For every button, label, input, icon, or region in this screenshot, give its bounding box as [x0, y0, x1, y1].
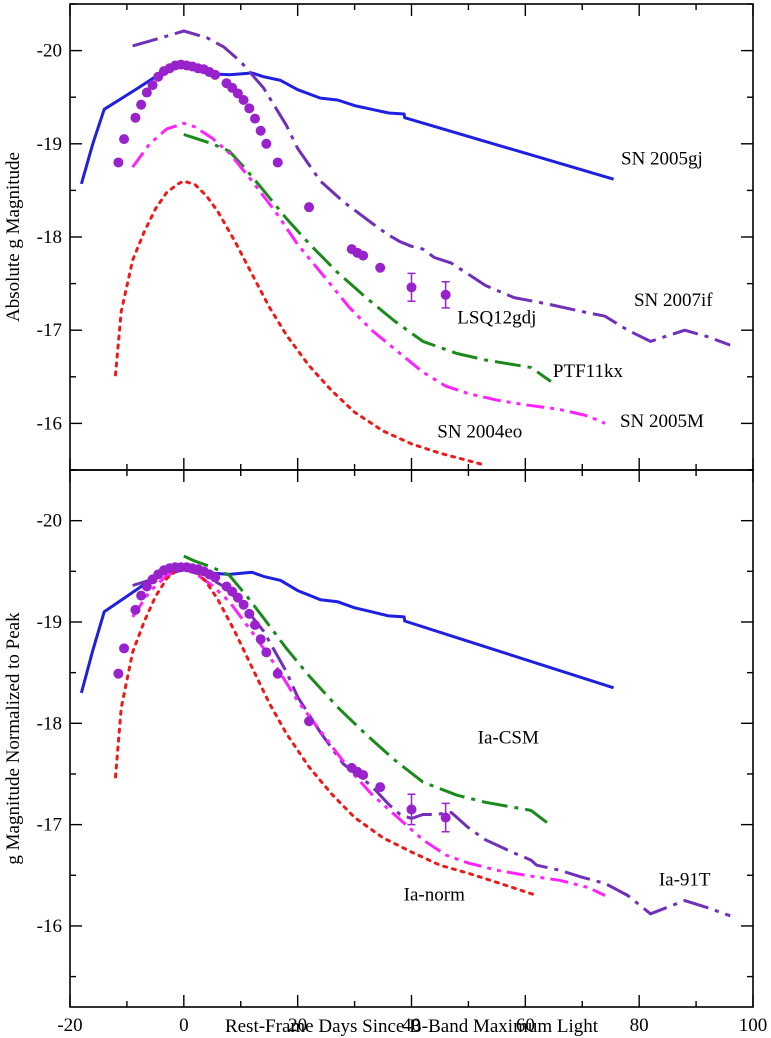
series-label-ia-91t: Ia-91T — [659, 869, 711, 890]
series-line-ia-norm — [114, 564, 539, 897]
series-label-lsq12gdj: LSQ12gdj — [457, 308, 536, 329]
data-point-lsq12gdj — [113, 668, 124, 679]
data-point-lsq12gdj — [210, 572, 221, 583]
series-label-ia-csm: Ia-CSM — [478, 728, 539, 749]
series-line-sn-2005m — [131, 121, 606, 425]
y-tick-label: -16 — [37, 916, 62, 937]
series-line-sn-2004eo — [114, 179, 487, 467]
bottom-panel: -20 0 20 40 60 80 100 -20 -19 -18 -17 -16 g Magnitud… — [3, 469, 768, 1037]
data-point-lsq12gdj — [232, 88, 243, 99]
plot-frame — [69, 469, 754, 1008]
y-tick-label: -20 — [37, 511, 62, 532]
x-tick-label: 60 — [516, 1015, 535, 1036]
data-point-lsq12gdj — [255, 125, 266, 136]
data-point-lsq12gdj — [249, 620, 260, 631]
x-tick-label: -20 — [57, 1015, 82, 1036]
data-point-lsq12gdj — [304, 716, 315, 727]
data-point-lsq12gdj — [119, 134, 130, 145]
y-axis-title: Absolute g Magnitude — [3, 152, 24, 322]
data-point-lsq12gdj — [238, 599, 249, 610]
data-point-lsq12gdj — [119, 643, 130, 654]
series-label-sn-2004eo: SN 2004eo — [437, 421, 522, 442]
data-point-lsq12gdj — [141, 581, 152, 592]
data-point-lsq12gdj — [440, 812, 451, 823]
data-point-lsq12gdj — [130, 112, 141, 123]
data-point-lsq12gdj — [147, 80, 158, 91]
series-line-ia-91t — [132, 567, 731, 918]
x-tick-label: 100 — [739, 1015, 768, 1036]
series-line-ia-csm — [183, 554, 552, 827]
series-line-ptf11kx — [183, 133, 552, 383]
data-point-lsq12gdj — [272, 668, 283, 679]
data-point-lsq12gdj — [238, 94, 249, 105]
series-label-ia-norm: Ia-norm — [404, 885, 465, 906]
x-tick-label: 40 — [402, 1015, 421, 1036]
y-tick-label: -17 — [37, 320, 62, 341]
x-tick-label: 20 — [288, 1015, 307, 1036]
data-point-lsq12gdj — [136, 590, 147, 601]
data-point-lsq12gdj — [272, 157, 283, 168]
data-point-lsq12gdj — [244, 103, 255, 114]
data-point-lsq12gdj — [113, 157, 124, 168]
data-point-lsq12gdj — [136, 99, 147, 110]
y-tick-label: -19 — [37, 134, 62, 155]
y-tick-label: -18 — [37, 227, 62, 248]
data-point-lsq12gdj — [358, 250, 369, 261]
data-point-lsq12gdj — [304, 202, 315, 213]
y-tick-label: -18 — [37, 713, 62, 734]
series-label-sn-2005gj: SN 2005gj — [621, 148, 703, 169]
data-point-lsq12gdj — [210, 69, 221, 80]
x-tick-label: 0 — [179, 1015, 189, 1036]
data-point-lsq12gdj — [249, 113, 260, 124]
top-panel: -20 -19 -18 -17 -16 Absolute g Magnitude SN 20… — [3, 3, 754, 471]
data-point-lsq12gdj — [375, 782, 386, 793]
series-line-sn-2005gj — [79, 563, 615, 694]
data-point-lsq12gdj — [261, 647, 272, 658]
y-tick-label: -17 — [37, 815, 62, 836]
data-point-lsq12gdj — [130, 604, 141, 615]
data-point-lsq12gdj — [440, 289, 451, 300]
data-point-lsq12gdj — [406, 282, 417, 293]
data-point-lsq12gdj — [141, 87, 152, 98]
series-line-sn-2005gj — [79, 64, 615, 185]
data-point-lsq12gdj — [406, 804, 417, 815]
data-point-lsq12gdj — [358, 769, 369, 780]
series-label-sn-2005m: SN 2005M — [620, 411, 704, 432]
data-point-lsq12gdj — [375, 262, 386, 273]
data-point-lsq12gdj — [261, 138, 272, 149]
plot-frame — [69, 3, 754, 471]
y-tick-label: -16 — [37, 413, 62, 434]
series-label-sn-2007if: SN 2007if — [634, 290, 713, 311]
series-line-sn-2007if — [132, 29, 731, 347]
y-tick-label: -19 — [37, 612, 62, 633]
x-tick-label: 80 — [630, 1015, 649, 1036]
y-tick-label: -20 — [37, 41, 62, 62]
data-point-lsq12gdj — [244, 608, 255, 619]
y-axis-title: g Magnitude Normalized to Peak — [3, 612, 24, 865]
data-point-lsq12gdj — [255, 634, 266, 645]
series-label-ptf11kx: PTF11kx — [553, 361, 624, 382]
x-axis-title: Rest-Frame Days Since B-Band Maximum Lig… — [225, 1016, 599, 1037]
data-point-lsq12gdj — [232, 592, 243, 603]
